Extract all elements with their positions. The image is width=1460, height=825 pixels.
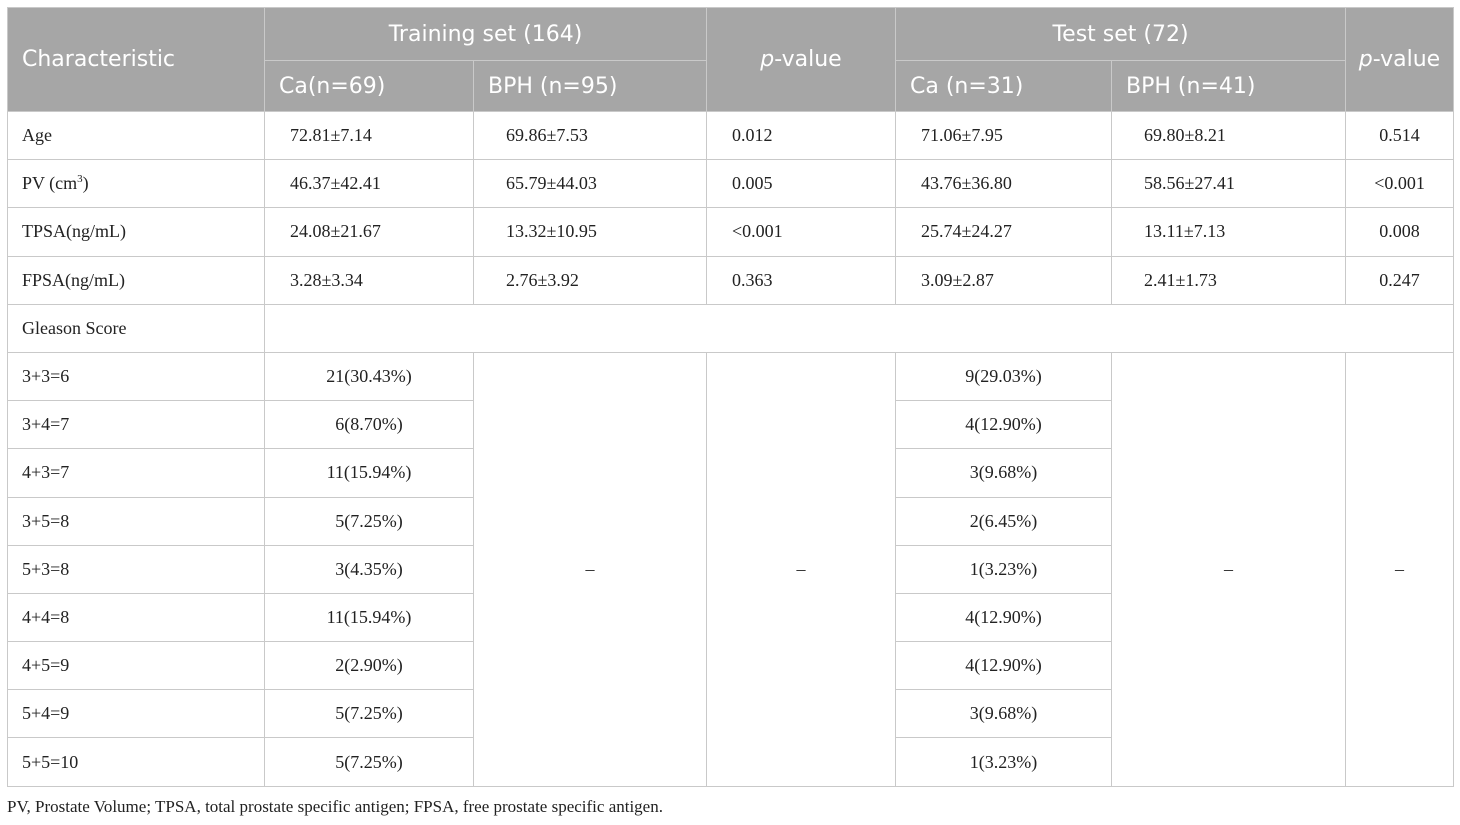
table-row: PV (cm3) 46.37±42.41 65.79±44.03 0.005 4…: [7, 159, 1455, 209]
cell-training-ca: 2(2.90%): [264, 641, 474, 691]
cell-test-ca: 3(9.68%): [895, 689, 1113, 739]
cell-test-ca: 25.74±24.27: [895, 207, 1113, 257]
table-row: 3+5=8 5(7.25%) 2(6.45%): [7, 496, 1454, 546]
table-row: 5+4=9 5(7.25%) 3(9.68%): [7, 689, 1454, 739]
cell-training-p-dash: –: [706, 351, 897, 787]
table-row: 5+5=10 5(7.25%) 1(3.23%): [7, 737, 1454, 787]
cell-training-ca: 3.28±3.34: [264, 255, 474, 305]
cell-training-ca: 11(15.94%): [264, 448, 474, 498]
row-label: FPSA(ng/mL): [7, 255, 265, 305]
header-training-p-value: p-value: [706, 7, 897, 112]
table-row: 4+4=8 11(15.94%) 4(12.90%): [7, 592, 1454, 643]
cell-test-ca: 2(6.45%): [895, 496, 1113, 546]
cell-training-p: <0.001: [706, 207, 897, 257]
cell-training-ca: 21(30.43%): [264, 351, 474, 402]
cell-training-ca: 5(7.25%): [264, 689, 474, 739]
cell-training-ca: 11(15.94%): [264, 592, 474, 643]
p-rest: -value: [774, 47, 842, 72]
cell-training-p: 0.005: [706, 159, 897, 209]
cell-training-bph: 65.79±44.03: [472, 159, 708, 209]
cell-test-bph: 69.80±8.21: [1111, 110, 1347, 161]
cell-test-ca: 9(29.03%): [895, 351, 1113, 402]
header-test-p-value: p-value: [1345, 7, 1455, 112]
gleason-score: 4+3=7: [7, 448, 265, 498]
gleason-score: 4+4=8: [7, 592, 265, 643]
table-footnote: PV, Prostate Volume; TPSA, total prostat…: [7, 797, 663, 816]
p-italic: p: [760, 47, 775, 72]
gleason-score: 3+3=6: [7, 351, 265, 402]
cell-training-ca: 6(8.70%): [264, 400, 474, 450]
p-italic: p: [1358, 47, 1373, 72]
gleason-score: 5+4=9: [7, 689, 265, 739]
table-body: Age 72.81±7.14 69.86±7.53 0.012 71.06±7.…: [7, 110, 1455, 787]
cell-training-bph: 2.76±3.92: [472, 255, 708, 305]
cell-test-ca: 4(12.90%): [895, 641, 1113, 691]
header-test-set: Test set (72): [895, 7, 1347, 61]
cell-test-ca: 43.76±36.80: [895, 159, 1113, 209]
label-sup: 3: [77, 173, 83, 186]
table-row: TPSA(ng/mL) 24.08±21.67 13.32±10.95 <0.0…: [7, 207, 1455, 257]
p-rest: -value: [1372, 47, 1441, 72]
cell-test-p-dash: –: [1345, 351, 1455, 787]
gleason-header-empty: [263, 303, 1455, 353]
cell-training-p: 0.012: [706, 110, 897, 161]
header-training-bph: BPH (n=95): [472, 60, 708, 112]
table-row: FPSA(ng/mL) 3.28±3.34 2.76±3.92 0.363 3.…: [7, 255, 1455, 305]
header-training-ca: Ca(n=69): [264, 60, 474, 112]
table-row: 5+3=8 3(4.35%) 1(3.23%): [7, 544, 1454, 594]
cell-training-bph-dash: –: [472, 351, 708, 787]
label-end: ): [82, 173, 89, 194]
cell-training-bph: 13.32±10.95: [472, 207, 708, 257]
cell-training-ca: 24.08±21.67: [264, 207, 474, 257]
cell-test-ca: 3(9.68%): [895, 448, 1113, 498]
row-label: TPSA(ng/mL): [7, 207, 265, 257]
table-row: 3+4=7 6(8.70%) 4(12.90%): [7, 400, 1454, 450]
cell-test-bph: 2.41±1.73: [1111, 255, 1347, 305]
cell-test-bph: 58.56±27.41: [1111, 159, 1347, 209]
cell-test-bph-dash: –: [1111, 351, 1347, 787]
row-label: Age: [7, 110, 265, 161]
cell-test-p: 0.008: [1345, 207, 1455, 257]
header-test-bph: BPH (n=41): [1111, 60, 1347, 112]
gleason-score: 4+5=9: [7, 641, 265, 691]
cell-test-ca: 4(12.90%): [895, 400, 1113, 450]
table-row: 4+3=7 11(15.94%) 3(9.68%): [7, 448, 1454, 498]
cell-test-ca: 1(3.23%): [895, 737, 1113, 787]
cell-training-p: 0.363: [706, 255, 897, 305]
gleason-score: 3+5=8: [7, 496, 265, 546]
cell-training-ca: 46.37±42.41: [264, 159, 474, 209]
table-row: 3+3=6 21(30.43%) – – 9(29.03%) – –: [7, 351, 1455, 787]
gleason-score: 5+3=8: [7, 544, 265, 594]
gleason-score: 3+4=7: [7, 400, 265, 450]
cell-training-bph: 69.86±7.53: [472, 110, 708, 161]
cell-training-ca: 3(4.35%): [264, 544, 474, 594]
table-header: Characteristic Training set (164) p-valu…: [7, 7, 1455, 112]
cell-test-ca: 4(12.90%): [895, 592, 1113, 643]
cell-test-p: 0.247: [1345, 255, 1455, 305]
row-label: PV (cm3): [7, 159, 265, 209]
cell-test-ca: 3.09±2.87: [895, 255, 1113, 305]
cell-test-ca: 71.06±7.95: [895, 110, 1113, 161]
row-label: Gleason Score: [7, 303, 265, 353]
gleason-score: 5+5=10: [7, 737, 265, 787]
cell-training-ca: 5(7.25%): [264, 496, 474, 546]
cell-training-ca: 5(7.25%): [264, 737, 474, 787]
table-row-gleason-header: Gleason Score: [7, 303, 1455, 353]
cell-test-ca: 1(3.23%): [895, 544, 1113, 594]
characteristics-table: Characteristic Training set (164) p-valu…: [7, 7, 1455, 787]
header-test-ca: Ca (n=31): [895, 60, 1113, 112]
header-characteristic: Characteristic: [7, 7, 265, 112]
cell-test-p: 0.514: [1345, 110, 1455, 161]
cell-training-ca: 72.81±7.14: [264, 110, 474, 161]
label-base: PV (cm: [22, 173, 78, 194]
header-training-set: Training set (164): [263, 7, 708, 61]
cell-test-bph: 13.11±7.13: [1111, 207, 1347, 257]
cell-test-p: <0.001: [1345, 159, 1455, 209]
table-row: Age 72.81±7.14 69.86±7.53 0.012 71.06±7.…: [7, 110, 1455, 161]
